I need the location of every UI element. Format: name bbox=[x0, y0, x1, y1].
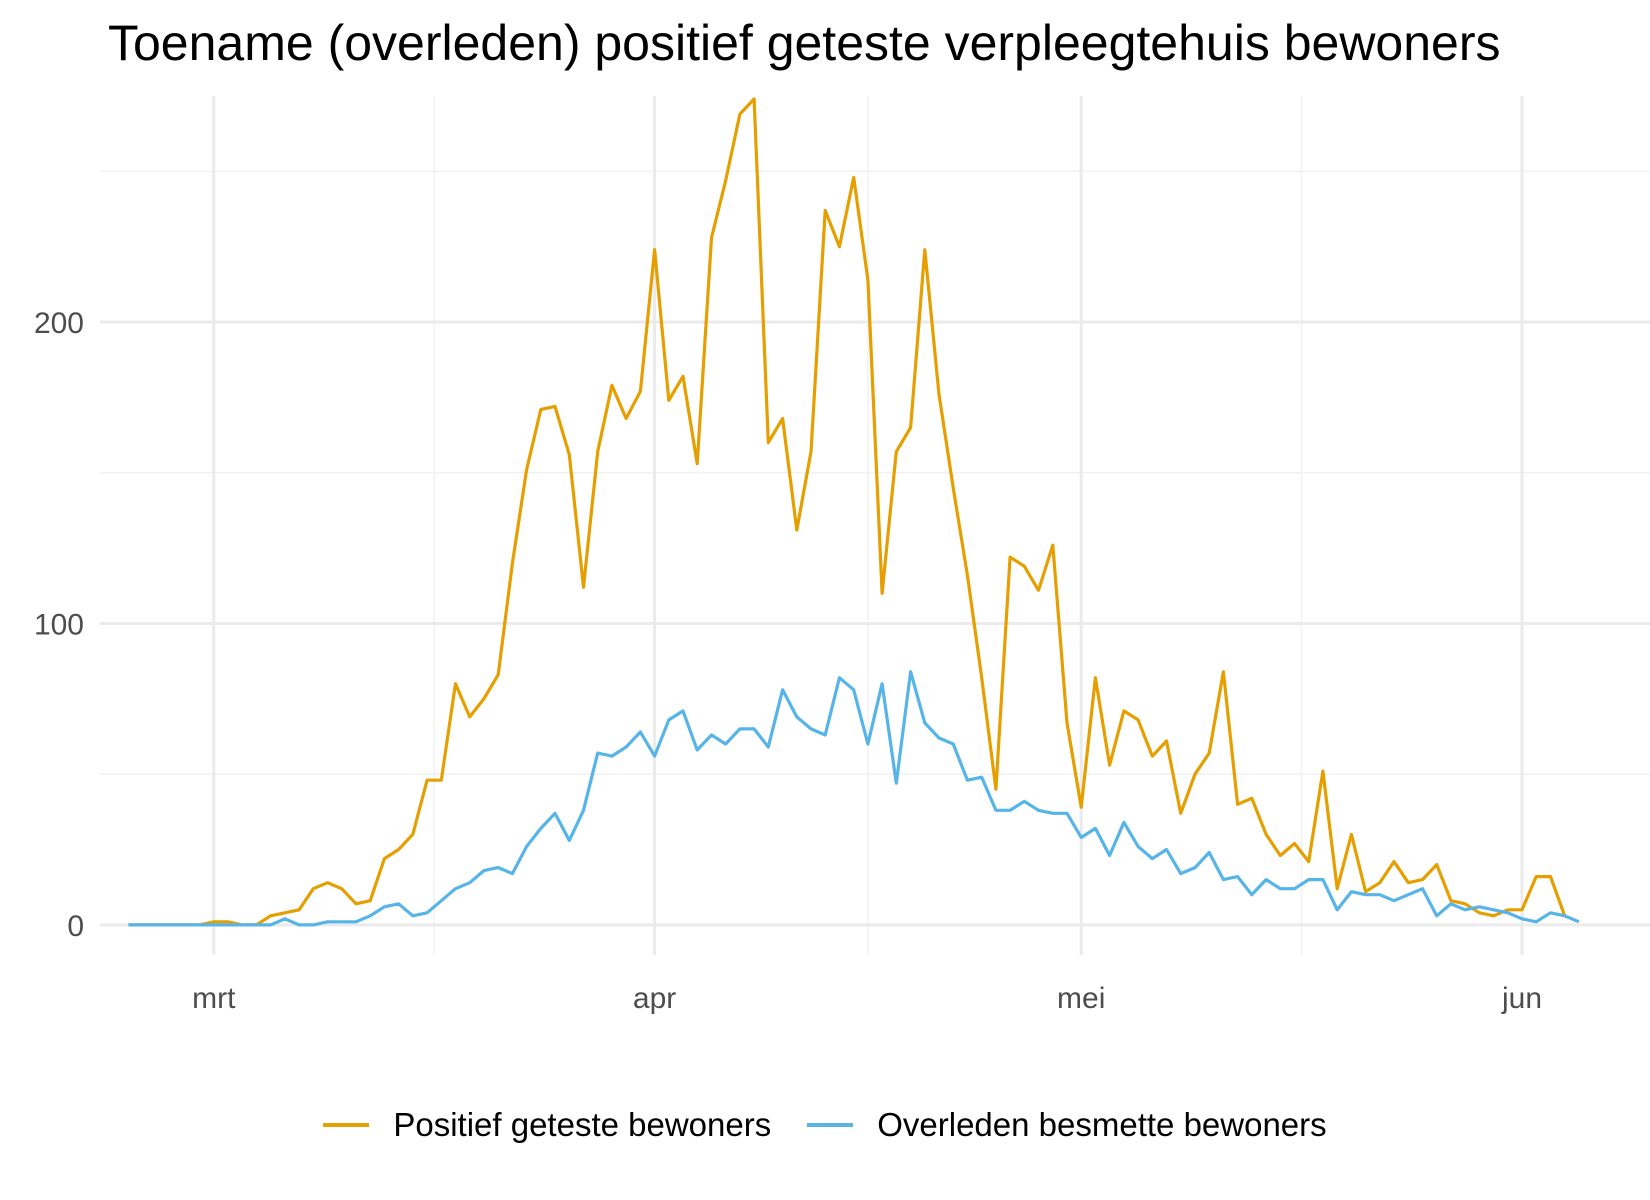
x-tick-label: jun bbox=[1501, 982, 1542, 1015]
x-axis-tick-labels: mrt apr mei jun bbox=[192, 982, 1542, 1015]
series-line-overleden bbox=[128, 670, 1580, 927]
series-line-positief bbox=[128, 97, 1567, 927]
legend-key-orange bbox=[323, 1123, 370, 1127]
legend-label: Positief geteste bewoners bbox=[393, 1106, 772, 1143]
chart-title: Toename (overleden) positief geteste ver… bbox=[108, 15, 1501, 71]
legend-key-blue bbox=[807, 1123, 854, 1127]
x-tick-label: apr bbox=[633, 982, 676, 1015]
y-tick-label: 0 bbox=[67, 910, 84, 943]
series-lines bbox=[128, 97, 1580, 927]
x-tick-label: mrt bbox=[192, 982, 236, 1015]
legend: Positief geteste bewoners Overleden besm… bbox=[0, 1100, 1650, 1150]
grid-major bbox=[100, 96, 1650, 955]
legend-label: Overleden besmette bewoners bbox=[877, 1106, 1327, 1143]
y-tick-label: 100 bbox=[34, 608, 84, 641]
grid-minor bbox=[100, 96, 1650, 955]
y-tick-label: 200 bbox=[34, 307, 84, 340]
y-axis-tick-labels: 0 100 200 bbox=[34, 307, 84, 943]
legend-item-positief: Positief geteste bewoners bbox=[323, 1106, 771, 1144]
legend-item-overleden: Overleden besmette bewoners bbox=[807, 1106, 1327, 1144]
x-tick-label: mei bbox=[1057, 982, 1105, 1015]
